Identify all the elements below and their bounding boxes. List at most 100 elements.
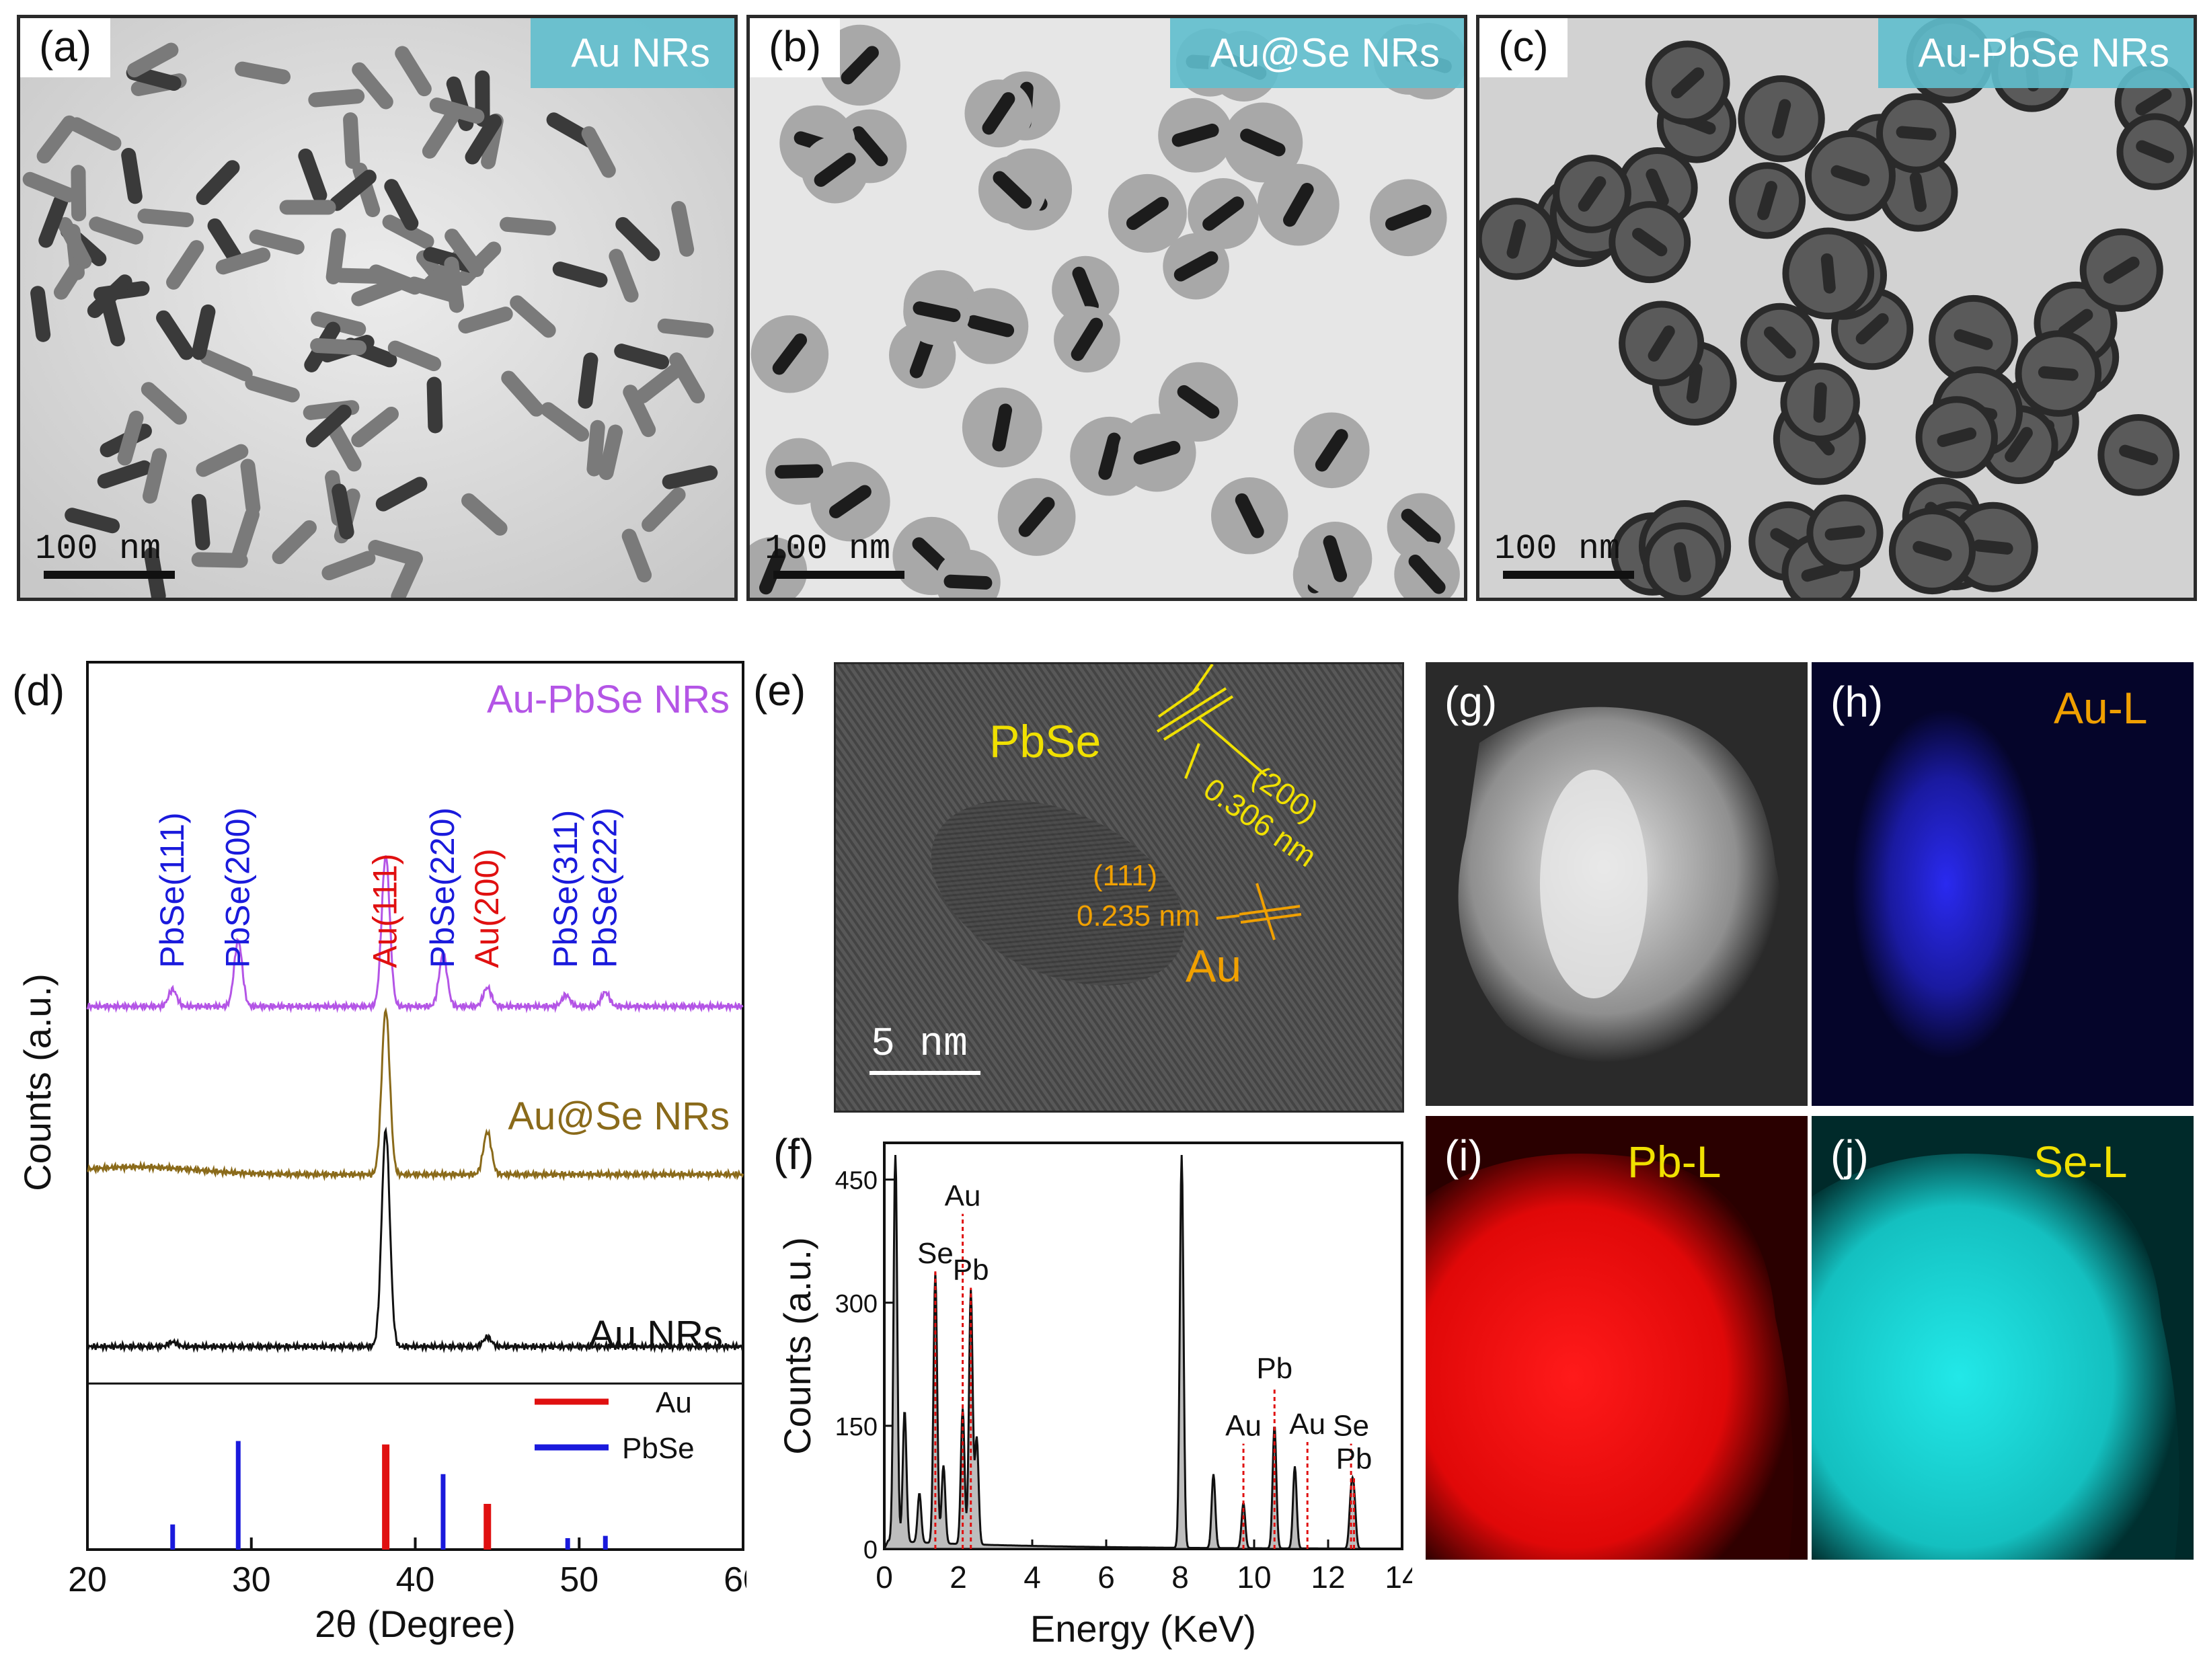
nanorod [321,551,376,581]
nanorod [966,315,1015,337]
nanorod [22,171,77,202]
xrd-xlabel: 2θ (Degree) [315,1603,516,1645]
nanorod [445,229,484,278]
nanorod [97,460,152,489]
xrd-chart: 20 30 40 50 60 2θ (Degree) Counts (a.u.) Au-PbS… [16,661,746,1645]
nanorod [581,126,616,178]
nanorod [352,62,393,110]
nanorod [1578,176,1607,212]
eds-ytick-label: 150 [835,1413,878,1441]
nanorod [1912,541,1952,561]
nanorod [1177,385,1220,419]
nanorod [982,92,1015,135]
nanorod [117,410,144,466]
tem-panel-b: (b) Au@Se NRs 100 nm [746,15,1467,601]
nanorod [1937,427,1977,447]
nanorod [191,493,210,551]
nanorod [851,126,888,167]
nanorod [615,216,660,262]
map-panel-h: (h) Au-L [1812,662,2194,1106]
eds-element-label: Au [945,1180,981,1213]
nanorod [2103,256,2140,284]
nanorod [1972,539,2013,555]
scale-bar-c [1503,571,1634,579]
eds-ylabel: Counts (a.u.) [776,1237,818,1455]
nanorod [384,179,419,231]
nanorod [308,89,365,108]
nanorod [1171,123,1219,147]
nanorod [1648,325,1675,362]
nanorod [332,483,354,540]
nanorod [642,487,686,532]
nanorod [657,318,714,338]
scale-bar-e [869,1071,980,1075]
xrd-peak-label: Au(111) [366,854,404,968]
scale-text-a: 100 nm [35,529,161,569]
tem-panel-a: (a) Au NRs 100 nm [17,15,738,601]
nanorod [2058,309,2093,338]
nanorod [510,295,556,338]
label-pbse: PbSe [989,716,1102,767]
nanorod [1408,555,1446,594]
se-map-image [1812,1154,2179,1560]
nanorod [1401,508,1441,546]
xrd-tick-label: 60 [724,1560,746,1599]
nanorod [814,153,856,187]
eds-tick-label: 4 [1023,1560,1041,1595]
nanorod [1674,542,1691,582]
nanorod [65,508,120,534]
nanorod [444,256,465,313]
nanorod [166,240,204,290]
nanorod [2038,366,2079,381]
scale-bar-a [44,571,175,579]
panel-tag-j: (j) [1830,1131,1869,1180]
nanorod [38,194,69,248]
nanorod [1385,204,1432,231]
nanorod [1173,251,1219,282]
nanorod [669,352,705,404]
scale-text-b: 100 nm [765,529,891,569]
eds-tick-label: 8 [1171,1560,1189,1595]
nanorod [913,301,961,323]
nanorod [272,520,317,565]
hrtem-panel-e: PbSe (200) 0.306 nm (111) 0.235 nm Au 5 … [834,662,1404,1113]
map-panel-j: (j) Se-L [1812,1116,2194,1560]
nanorod [89,216,144,245]
eds-ytick-label: 450 [835,1167,878,1195]
nanorod [465,114,502,165]
nanorod [772,333,808,375]
nanorod [759,549,786,595]
nanorod [245,375,300,403]
eds-xlabel: Energy (KeV) [1030,1607,1256,1650]
eds-tick-label: 6 [1097,1560,1115,1595]
nanorod [199,350,253,382]
xrd-ylabel: Counts (a.u.) [16,973,59,1191]
nanorod [662,465,718,489]
xrd-peak-label: Au(200) [468,848,506,968]
nanorod [1855,313,1889,345]
banner-a: Au NRs [531,18,734,88]
nanorod [2005,427,2033,463]
nanorod [1896,126,1937,141]
nanorod [578,352,598,409]
eds-tick-label: 0 [876,1560,893,1595]
label-plane-111: (111) [1093,859,1158,892]
se-l-label: Se-L [2034,1137,2128,1187]
nanorod [298,148,327,203]
nanorod [343,112,360,169]
nanorod [196,444,249,477]
nanorod [1764,326,1796,359]
nanorod [2119,444,2159,466]
xrd-series-label: Au@Se NRs [508,1094,730,1138]
nanorod [775,464,824,479]
nanorod [1954,329,1993,350]
panel-tag-i: (i) [1444,1131,1483,1180]
nanorod [196,160,240,206]
nanorod [387,340,442,372]
scale-text-e: 5 nm [871,1022,968,1068]
nanorod [30,286,51,342]
nanorod [1133,440,1181,465]
panel-tag-f: (f) [773,1130,814,1178]
nanorod [943,574,993,590]
nanorod [375,477,428,512]
